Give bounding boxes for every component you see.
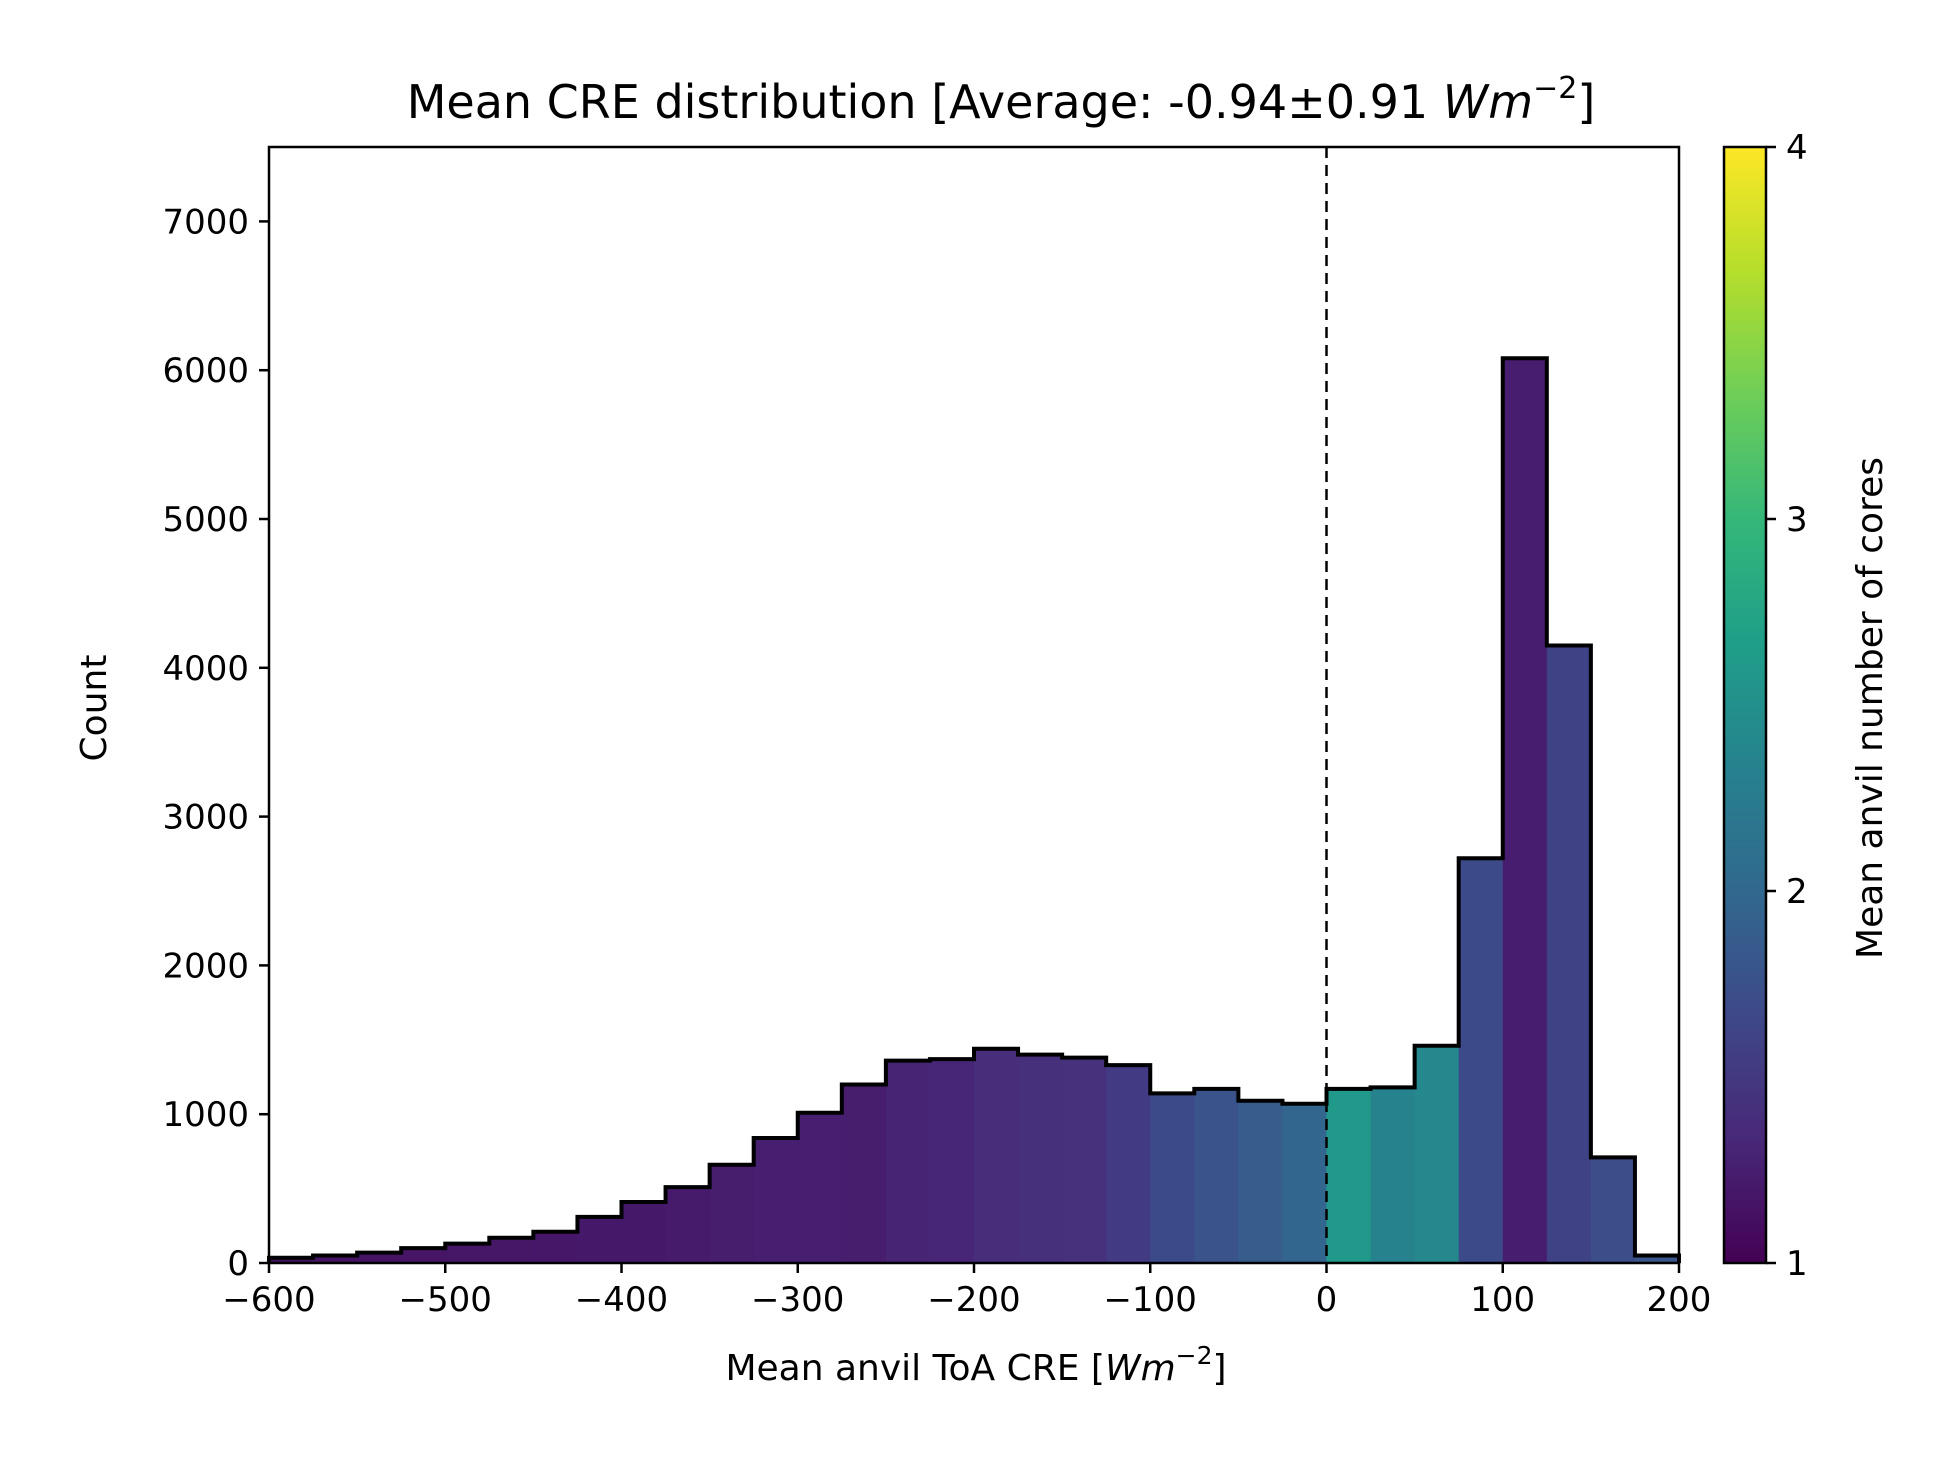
histogram-bar <box>1150 1093 1195 1263</box>
colorbar: 1 2 3 4 Mean anvil number of cores <box>1722 128 1891 1284</box>
histogram-bar <box>1502 358 1548 1263</box>
x-tick-label: −300 <box>751 1280 844 1320</box>
colorbar-scale <box>1722 145 1768 1265</box>
y-tick-label: 2000 <box>162 946 249 986</box>
histogram-bar <box>1414 1045 1460 1263</box>
colorbar-tick-label: 1 <box>1786 1244 1808 1284</box>
histogram-bar <box>533 1231 579 1263</box>
x-tick-label: −400 <box>575 1280 668 1320</box>
histogram-outline <box>267 356 1681 1263</box>
y-tick-label: 0 <box>227 1244 249 1284</box>
chart-title: Mean CRE distribution [Average: -0.94±0.… <box>407 71 1596 129</box>
x-axis-label-unit-exponent: −2 <box>1176 1341 1213 1370</box>
chart-title-unit: Wm <box>1443 75 1533 129</box>
x-tick-label: 100 <box>1470 1280 1535 1320</box>
x-axis-label-suffix: ] <box>1213 1348 1227 1389</box>
histogram-bars <box>269 358 1680 1263</box>
colorbar-label: Mean anvil number of cores <box>1850 457 1891 959</box>
x-axis-label: Mean anvil ToA CRE [Wm−2] <box>725 1341 1226 1389</box>
colorbar-ticks: 1 2 3 4 <box>1766 128 1808 1284</box>
y-tick-label: 5000 <box>162 500 249 540</box>
x-tick-label: 0 <box>1316 1280 1338 1320</box>
histogram-bar <box>269 1257 314 1263</box>
y-axis-label: Count <box>74 655 115 762</box>
histogram-bar <box>1590 1157 1636 1263</box>
x-tick-label: 200 <box>1647 1280 1712 1320</box>
y-axis: 0 1000 2000 3000 4000 5000 6000 7000 <box>162 202 269 1284</box>
histogram-bar <box>1194 1088 1239 1263</box>
y-tick-label: 7000 <box>162 202 249 242</box>
plot-area <box>267 145 1681 1265</box>
x-tick-label: −600 <box>222 1280 315 1320</box>
y-tick-label: 6000 <box>162 351 249 391</box>
x-axis: −600 −500 −400 −300 −200 −100 0 100 200 <box>222 1263 1711 1320</box>
histogram-bar <box>313 1255 358 1263</box>
y-tick-label: 3000 <box>162 798 249 838</box>
chart-title-unit-exponent: −2 <box>1533 71 1577 106</box>
histogram-bar <box>753 1138 799 1263</box>
y-tick-label: 1000 <box>162 1095 249 1135</box>
colorbar-tick-label: 3 <box>1786 500 1808 540</box>
histogram-bar <box>1546 645 1592 1263</box>
histogram-bar <box>797 1112 843 1263</box>
colorbar-tick-label: 4 <box>1786 128 1808 168</box>
x-tick-label: −500 <box>399 1280 492 1320</box>
histogram-bar <box>929 1059 975 1263</box>
x-axis-label-prefix: Mean anvil ToA CRE [ <box>725 1348 1105 1389</box>
histogram-bar <box>445 1243 490 1263</box>
chart-title-suffix: ] <box>1577 75 1595 129</box>
x-axis-label-unit: Wm <box>1105 1348 1176 1389</box>
chart-title-prefix: Mean CRE distribution [Average: -0.94±0.… <box>407 75 1443 129</box>
histogram-bar <box>577 1216 623 1263</box>
histogram-bar <box>1458 858 1504 1263</box>
y-tick-label: 4000 <box>162 649 249 689</box>
histogram-bar <box>1370 1087 1416 1263</box>
colorbar-tick-label: 2 <box>1786 872 1808 912</box>
histogram-bar <box>1634 1255 1680 1263</box>
x-tick-label: −200 <box>927 1280 1020 1320</box>
histogram-bar <box>357 1252 402 1263</box>
histogram-bar <box>841 1084 887 1263</box>
x-tick-label: −100 <box>1104 1280 1197 1320</box>
histogram-bar <box>974 1048 1019 1263</box>
histogram-bar <box>1106 1065 1151 1263</box>
histogram-bar <box>665 1187 711 1263</box>
histogram-bar <box>489 1237 534 1263</box>
histogram-bar <box>1326 1088 1372 1263</box>
histogram-bar <box>1282 1103 1328 1263</box>
histogram-bar <box>621 1201 667 1263</box>
histogram-bar <box>709 1164 755 1263</box>
histogram-bar <box>1062 1057 1107 1263</box>
histogram-bar <box>1018 1054 1063 1263</box>
histogram-bar <box>1238 1100 1284 1263</box>
histogram-bar <box>885 1060 931 1263</box>
histogram-bar <box>401 1248 446 1263</box>
